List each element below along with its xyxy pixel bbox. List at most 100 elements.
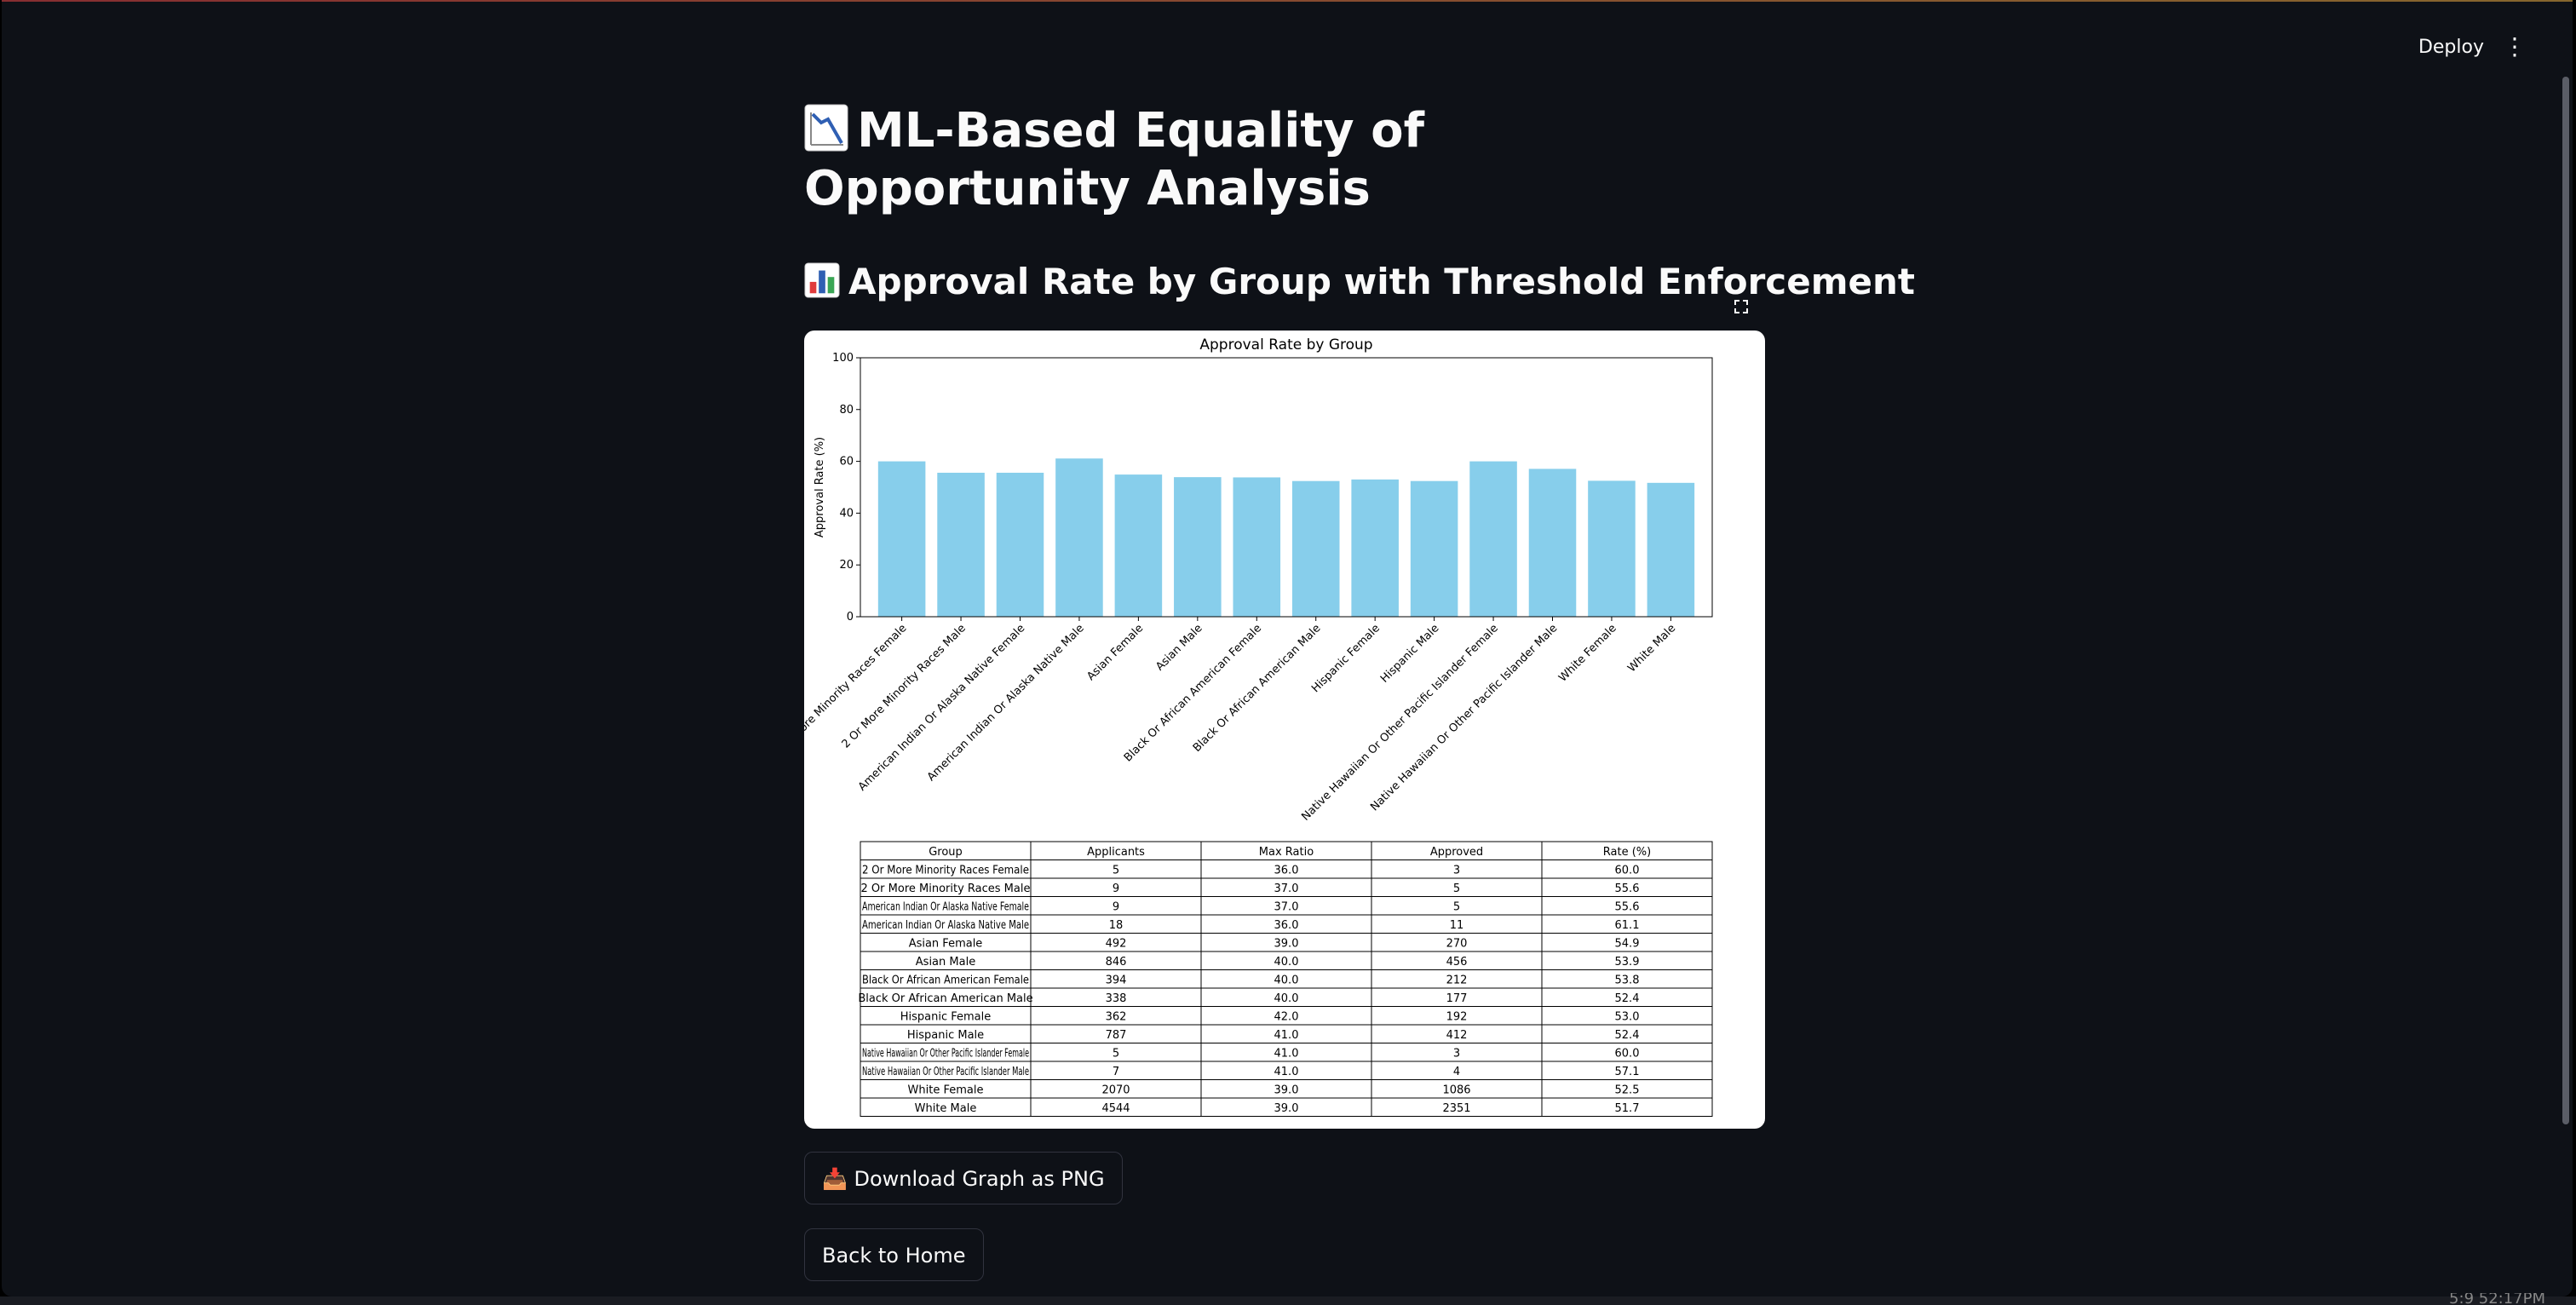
taskbar	[0, 1296, 2576, 1305]
table-cell: 492	[1106, 937, 1127, 950]
table-cell: 53.0	[1615, 1010, 1640, 1023]
table-cell: 39.0	[1274, 1084, 1299, 1096]
table-cell: 55.6	[1615, 882, 1640, 895]
table-cell: 3	[1453, 864, 1460, 877]
chart-decreasing-icon	[804, 104, 848, 152]
table-cell: 3	[1453, 1047, 1460, 1060]
table-cell: 2351	[1442, 1102, 1470, 1115]
table-cell: 846	[1106, 956, 1127, 969]
table-cell: 192	[1446, 1010, 1468, 1023]
table-cell: 39.0	[1274, 937, 1299, 950]
y-tick-label: 40	[839, 507, 854, 520]
table-header-cell: Max Ratio	[1259, 846, 1314, 859]
chart-bar	[1588, 480, 1636, 617]
table-cell: Black Or African American Female	[862, 974, 1029, 986]
table-cell: Black Or African American Male	[858, 992, 1032, 1005]
x-tick-label: Hispanic Male	[1378, 622, 1441, 685]
y-axis-label: Approval Rate (%)	[814, 437, 826, 538]
table-cell: 54.9	[1615, 937, 1640, 950]
table-cell: 5	[1113, 864, 1119, 877]
table-cell: 40.0	[1274, 974, 1299, 986]
x-tick-label: Black Or African American Male	[1191, 622, 1324, 755]
y-tick-label: 20	[839, 559, 854, 572]
table-cell: 5	[1453, 882, 1460, 895]
table-cell: 4	[1453, 1066, 1460, 1078]
chart-bar	[1647, 482, 1695, 617]
x-tick-label: Asian Male	[1153, 622, 1205, 673]
table-cell: 5	[1453, 900, 1460, 913]
chart-bar	[877, 461, 926, 617]
table-cell: 177	[1446, 992, 1468, 1005]
table-cell: 9	[1113, 900, 1119, 913]
table-cell: 40.0	[1274, 956, 1299, 969]
table-cell: 2 Or More Minority Races Male	[861, 882, 1031, 895]
table-cell: 51.7	[1615, 1102, 1640, 1115]
table-cell: 4544	[1101, 1102, 1130, 1115]
table-cell: 57.1	[1615, 1066, 1640, 1078]
chart-bar	[1291, 480, 1340, 617]
chart-bar	[1114, 474, 1163, 617]
table-cell: 2070	[1101, 1084, 1130, 1096]
taskbar-clock: 5:9 52:17PM	[2449, 1293, 2545, 1305]
chart-bar	[1233, 477, 1281, 617]
scrollbar-thumb[interactable]	[2562, 77, 2569, 1124]
header-decoration	[2, 0, 2573, 2]
section-title: Approval Rate by Group with Threshold En…	[804, 259, 1915, 305]
table-cell: 39.0	[1274, 1102, 1299, 1115]
table-cell: White Male	[915, 1102, 977, 1115]
table-cell: Native Hawaiian Or Other Pacific Islande…	[862, 1066, 1029, 1078]
x-tick-label: Native Hawaiian Or Other Pacific Islande…	[1299, 622, 1501, 824]
y-tick-label: 100	[832, 352, 854, 365]
chart-bar	[1351, 479, 1399, 617]
table-cell: 52.4	[1615, 992, 1640, 1005]
table-cell: 42.0	[1274, 1010, 1299, 1023]
table-cell: 7	[1113, 1066, 1119, 1078]
table-cell: 52.5	[1615, 1084, 1640, 1096]
table-cell: Hispanic Male	[907, 1029, 984, 1042]
chart-bar	[1410, 480, 1458, 617]
x-tick-label: White Female	[1556, 622, 1619, 684]
table-cell: 36.0	[1274, 864, 1299, 877]
back-to-home-button[interactable]: Back to Home	[804, 1228, 984, 1281]
bar-chart-icon	[804, 262, 840, 298]
table-cell: Asian Female	[909, 937, 983, 950]
table-cell: 338	[1106, 992, 1127, 1005]
x-tick-label: 2 Or More Minority Races Male	[840, 622, 969, 750]
chart-bar	[1055, 458, 1103, 617]
kebab-menu-icon[interactable]: ⋮	[2503, 32, 2527, 60]
table-cell: 9	[1113, 882, 1119, 895]
table-cell: 412	[1446, 1029, 1468, 1042]
download-graph-button[interactable]: 📥 Download Graph as PNG	[804, 1152, 1123, 1204]
table-cell: 394	[1106, 974, 1127, 986]
table-frame	[860, 841, 1713, 1117]
table-header-cell: Rate (%)	[1603, 846, 1651, 859]
table-cell: 41.0	[1274, 1066, 1299, 1078]
chart-bar	[996, 472, 1044, 617]
table-cell: 40.0	[1274, 992, 1299, 1005]
table-cell: Hispanic Female	[900, 1010, 992, 1023]
x-tick-label: Asian Female	[1084, 622, 1146, 683]
table-cell: 362	[1106, 1010, 1127, 1023]
y-tick-label: 60	[839, 456, 854, 469]
table-cell: 5	[1113, 1047, 1119, 1060]
table-cell: 53.8	[1615, 974, 1640, 986]
chart-svg: Approval Rate by Group Approval Rate (%) 2…	[804, 336, 1713, 1117]
table-cell: 270	[1446, 937, 1468, 950]
section-title-text: Approval Rate by Group with Threshold En…	[848, 261, 1915, 302]
table-header-cell: Approved	[1430, 846, 1483, 859]
chart-bar	[1174, 477, 1222, 617]
fullscreen-icon[interactable]	[1726, 291, 1757, 322]
table-cell: 2 Or More Minority Races Female	[862, 864, 1029, 877]
y-tick-label: 80	[839, 404, 854, 417]
chart-bar	[1469, 461, 1517, 617]
table-cell: American Indian Or Alaska Native Male	[862, 919, 1029, 932]
table-cell: 787	[1106, 1029, 1127, 1042]
table-cell: 53.9	[1615, 956, 1640, 969]
table-cell: 41.0	[1274, 1029, 1299, 1042]
table-cell: American Indian Or Alaska Native Female	[862, 900, 1029, 913]
table-cell: 60.0	[1615, 864, 1640, 877]
table-cell: 52.4	[1615, 1029, 1640, 1042]
table-cell: 11	[1450, 919, 1464, 932]
deploy-button[interactable]: Deploy	[2418, 37, 2484, 58]
